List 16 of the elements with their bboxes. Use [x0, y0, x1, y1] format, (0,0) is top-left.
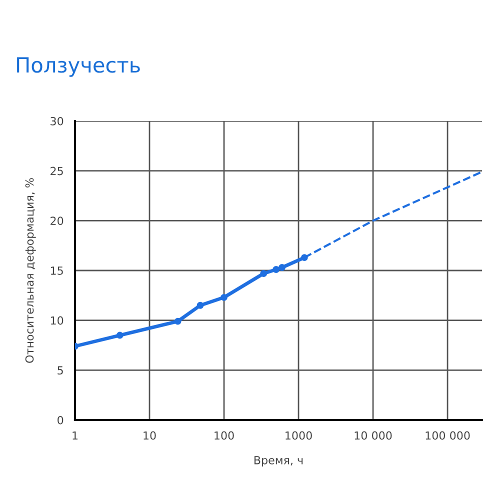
x-tick-label: 100 — [214, 431, 234, 440]
x-tick-label: 100 000 — [426, 431, 470, 440]
y-tick-label: 30 — [50, 116, 64, 126]
y-tick-label: 0 — [58, 416, 64, 424]
chart-title: Ползучесть — [17, 57, 140, 77]
x-tick-label: 10 — [144, 431, 156, 440]
y-axis-title: Относительная деформация, % — [25, 178, 36, 363]
y-tick-label: 5 — [58, 366, 63, 375]
x-axis-title: Время, ч — [254, 456, 303, 467]
x-tick-label: 10 000 — [354, 431, 392, 440]
y-tick-label: 20 — [50, 216, 64, 226]
x-tick-label: 1 — [72, 431, 78, 440]
y-tick-label: 15 — [50, 266, 63, 275]
y-tick-label: 25 — [50, 166, 63, 176]
x-tick-label: 1000 — [286, 431, 312, 440]
y-tick-label: 10 — [50, 316, 64, 325]
